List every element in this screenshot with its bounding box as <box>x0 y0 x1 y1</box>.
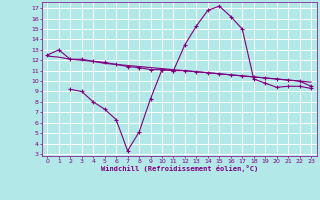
X-axis label: Windchill (Refroidissement éolien,°C): Windchill (Refroidissement éolien,°C) <box>100 165 258 172</box>
